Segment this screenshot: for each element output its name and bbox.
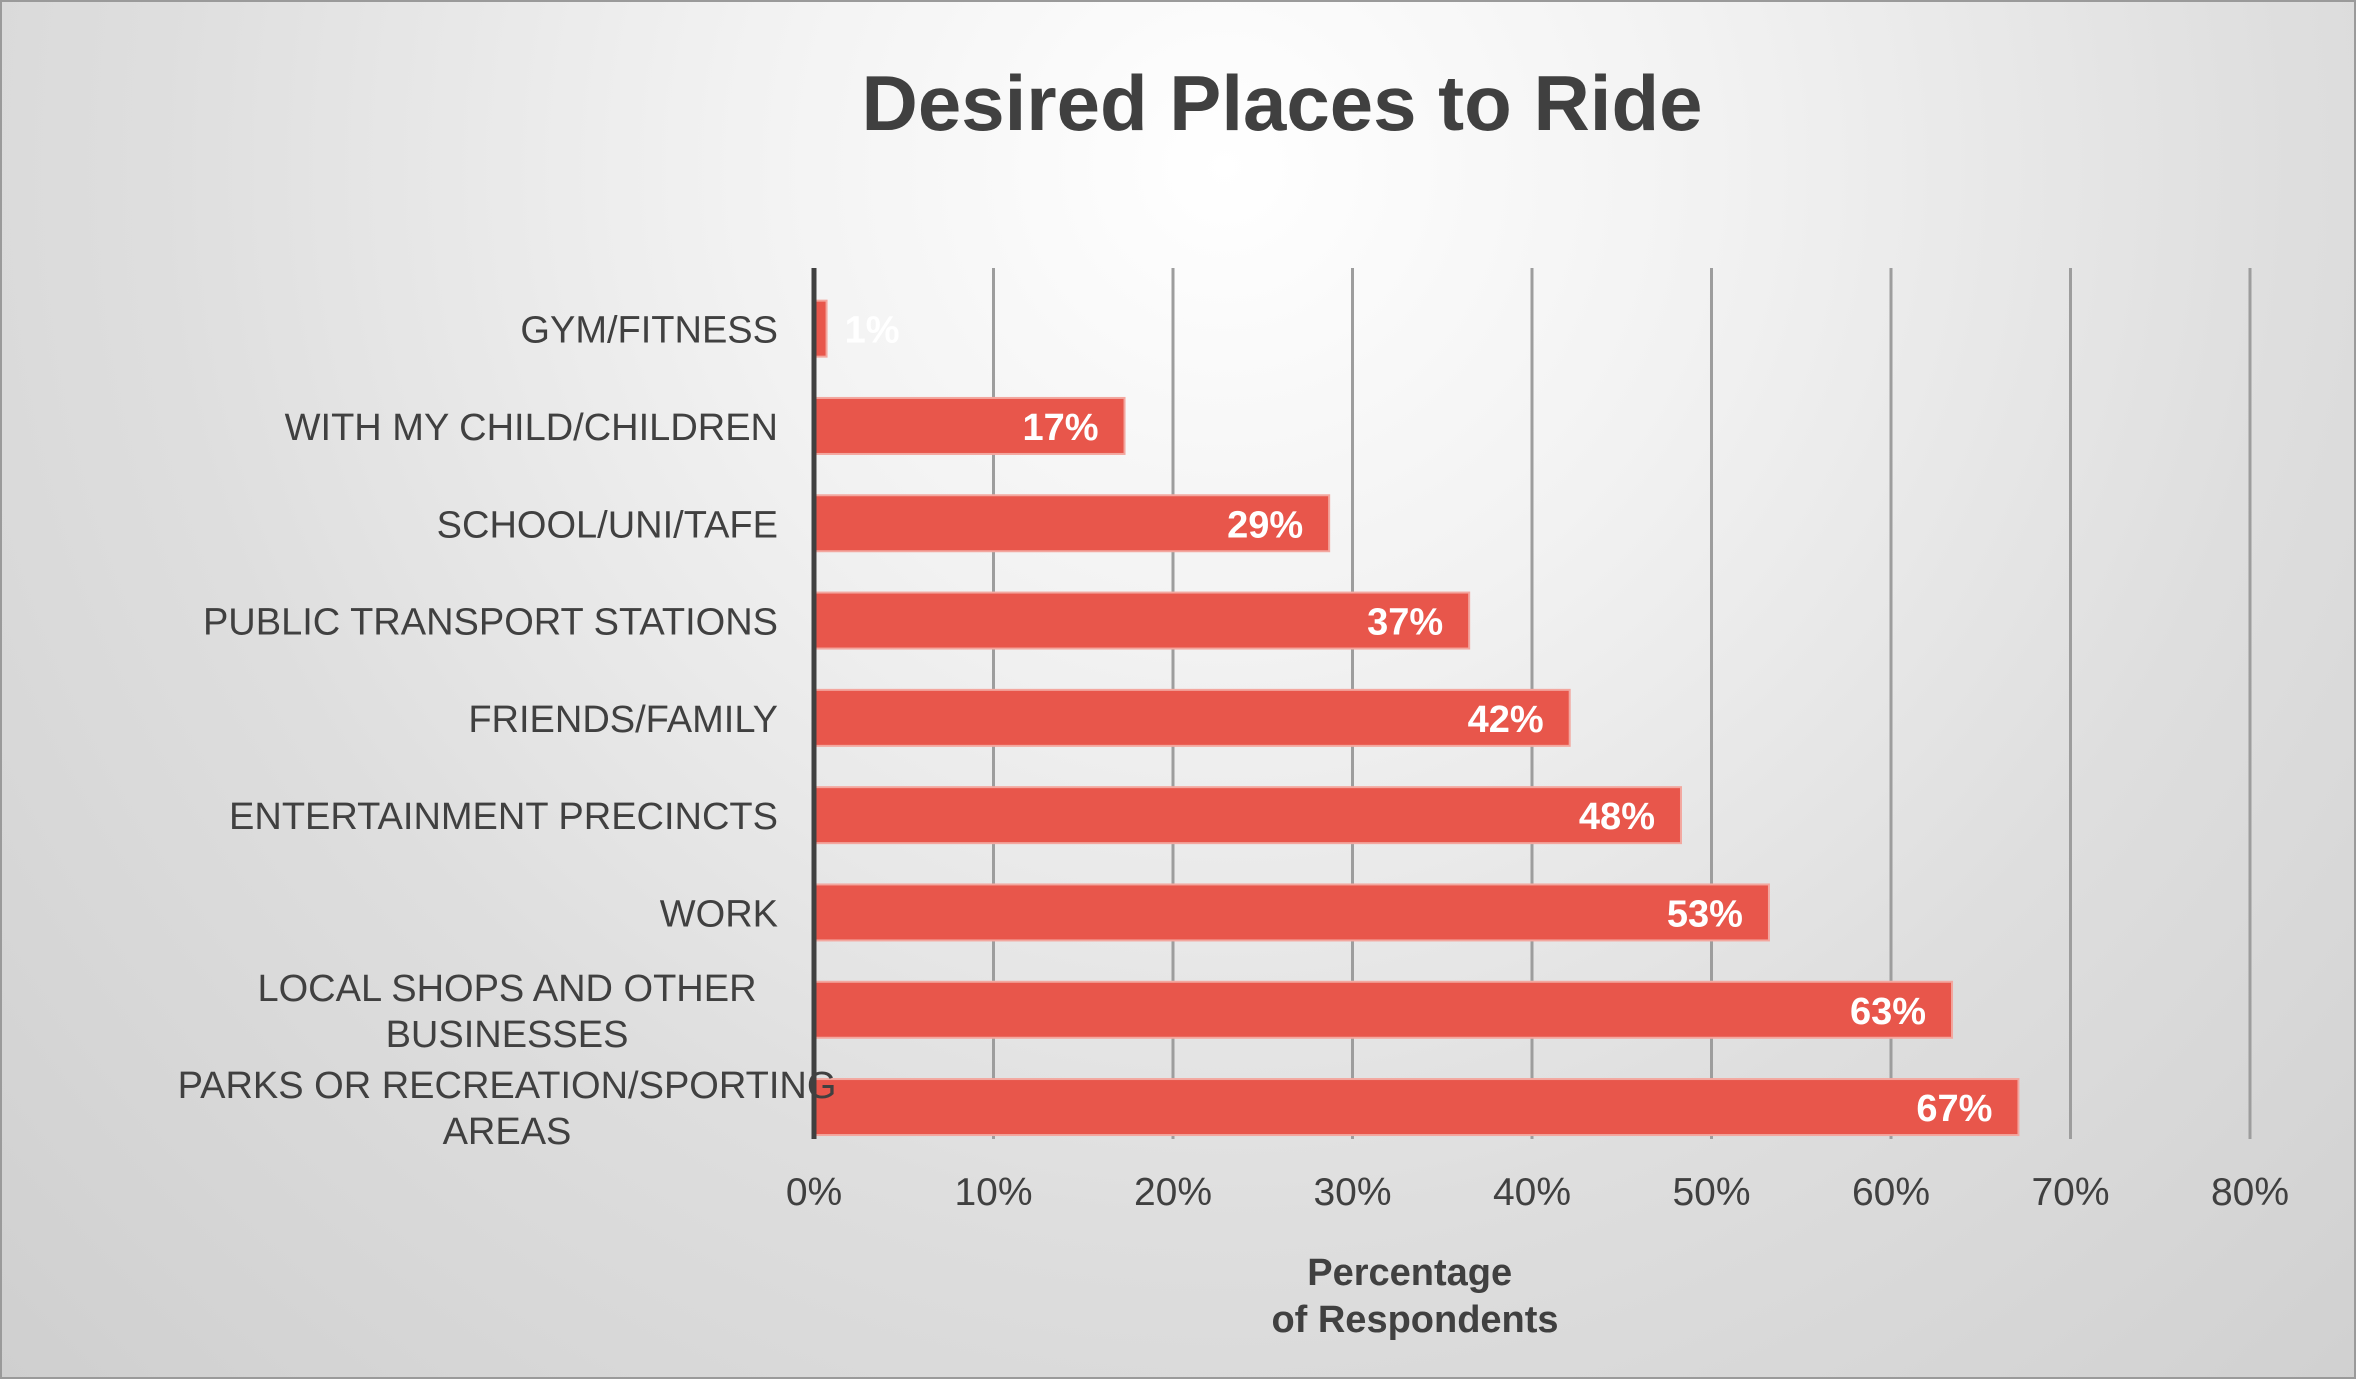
category-label: PUBLIC TRANSPORT STATIONS: [203, 602, 778, 644]
bar: [813, 396, 1126, 455]
x-tick-label: 10%: [954, 1171, 1032, 1214]
bars: 1% 17% 29% 37% 42% 48% 53% 63% 67%: [813, 299, 2020, 1137]
x-axis-title: Percentage of Respondents: [1271, 1252, 1558, 1341]
bar: [813, 494, 1331, 553]
category-label: WORK: [660, 893, 778, 935]
data-label: 29%: [1227, 504, 1303, 546]
category-label-line: PARKS OR RECREATION/SPORTING: [178, 1065, 837, 1107]
x-axis-title-line-1: Percentage: [1307, 1252, 1512, 1294]
data-label: 1%: [845, 310, 900, 352]
category-label-line: LOCAL SHOPS AND OTHER: [257, 968, 756, 1010]
category-label: LOCAL SHOPS AND OTHER BUSINESSES: [257, 968, 756, 1056]
category-label-line: WORK: [660, 893, 778, 935]
bar: [813, 786, 1682, 845]
x-tick-label: 20%: [1134, 1171, 1212, 1214]
data-label: 48%: [1579, 796, 1655, 838]
x-tick-label: 40%: [1493, 1171, 1571, 1214]
x-tick-label: 50%: [1672, 1171, 1750, 1214]
x-tick-label: 70%: [2031, 1171, 2109, 1214]
data-label: 63%: [1850, 991, 1926, 1033]
category-label: GYM/FITNESS: [520, 310, 778, 352]
bar: [813, 688, 1571, 747]
category-label: WITH MY CHILD/CHILDREN: [285, 407, 778, 449]
x-tick-label: 30%: [1313, 1171, 1391, 1214]
data-label: 53%: [1667, 893, 1743, 935]
bar: [813, 1078, 2020, 1137]
category-label-line: SCHOOL/UNI/TAFE: [437, 504, 778, 546]
x-tick-label: 80%: [2211, 1171, 2289, 1214]
category-label-line: AREAS: [443, 1111, 572, 1153]
data-label: 17%: [1022, 407, 1098, 449]
x-axis-title-line-2: of Respondents: [1271, 1299, 1558, 1341]
category-label: PARKS OR RECREATION/SPORTING AREAS: [178, 1065, 837, 1153]
x-tick-label: 0%: [786, 1171, 842, 1214]
data-label: 37%: [1367, 602, 1443, 644]
category-label-line: WITH MY CHILD/CHILDREN: [285, 407, 778, 449]
category-label: SCHOOL/UNI/TAFE: [437, 504, 778, 546]
data-label: 42%: [1468, 699, 1544, 741]
category-label-line: ENTERTAINMENT PRECINCTS: [229, 796, 778, 838]
chart-title: Desired Places to Ride: [861, 59, 1702, 147]
bar: [813, 883, 1770, 942]
category-label-line: PUBLIC TRANSPORT STATIONS: [203, 602, 778, 644]
x-tick-labels: 0% 10% 20% 30% 40% 50% 60% 70% 80%: [786, 1171, 2289, 1214]
category-label: ENTERTAINMENT PRECINCTS: [229, 796, 778, 838]
category-label-line: GYM/FITNESS: [520, 310, 778, 352]
category-label: FRIENDS/FAMILY: [468, 699, 778, 741]
bar: [813, 980, 1954, 1039]
data-label: 67%: [1916, 1088, 1992, 1130]
x-tick-label: 60%: [1852, 1171, 1930, 1214]
category-label-line: FRIENDS/FAMILY: [468, 699, 778, 741]
category-labels: GYM/FITNESS WITH MY CHILD/CHILDREN SCHOOL/…: [178, 310, 837, 1153]
category-label-line: BUSINESSES: [386, 1014, 629, 1056]
